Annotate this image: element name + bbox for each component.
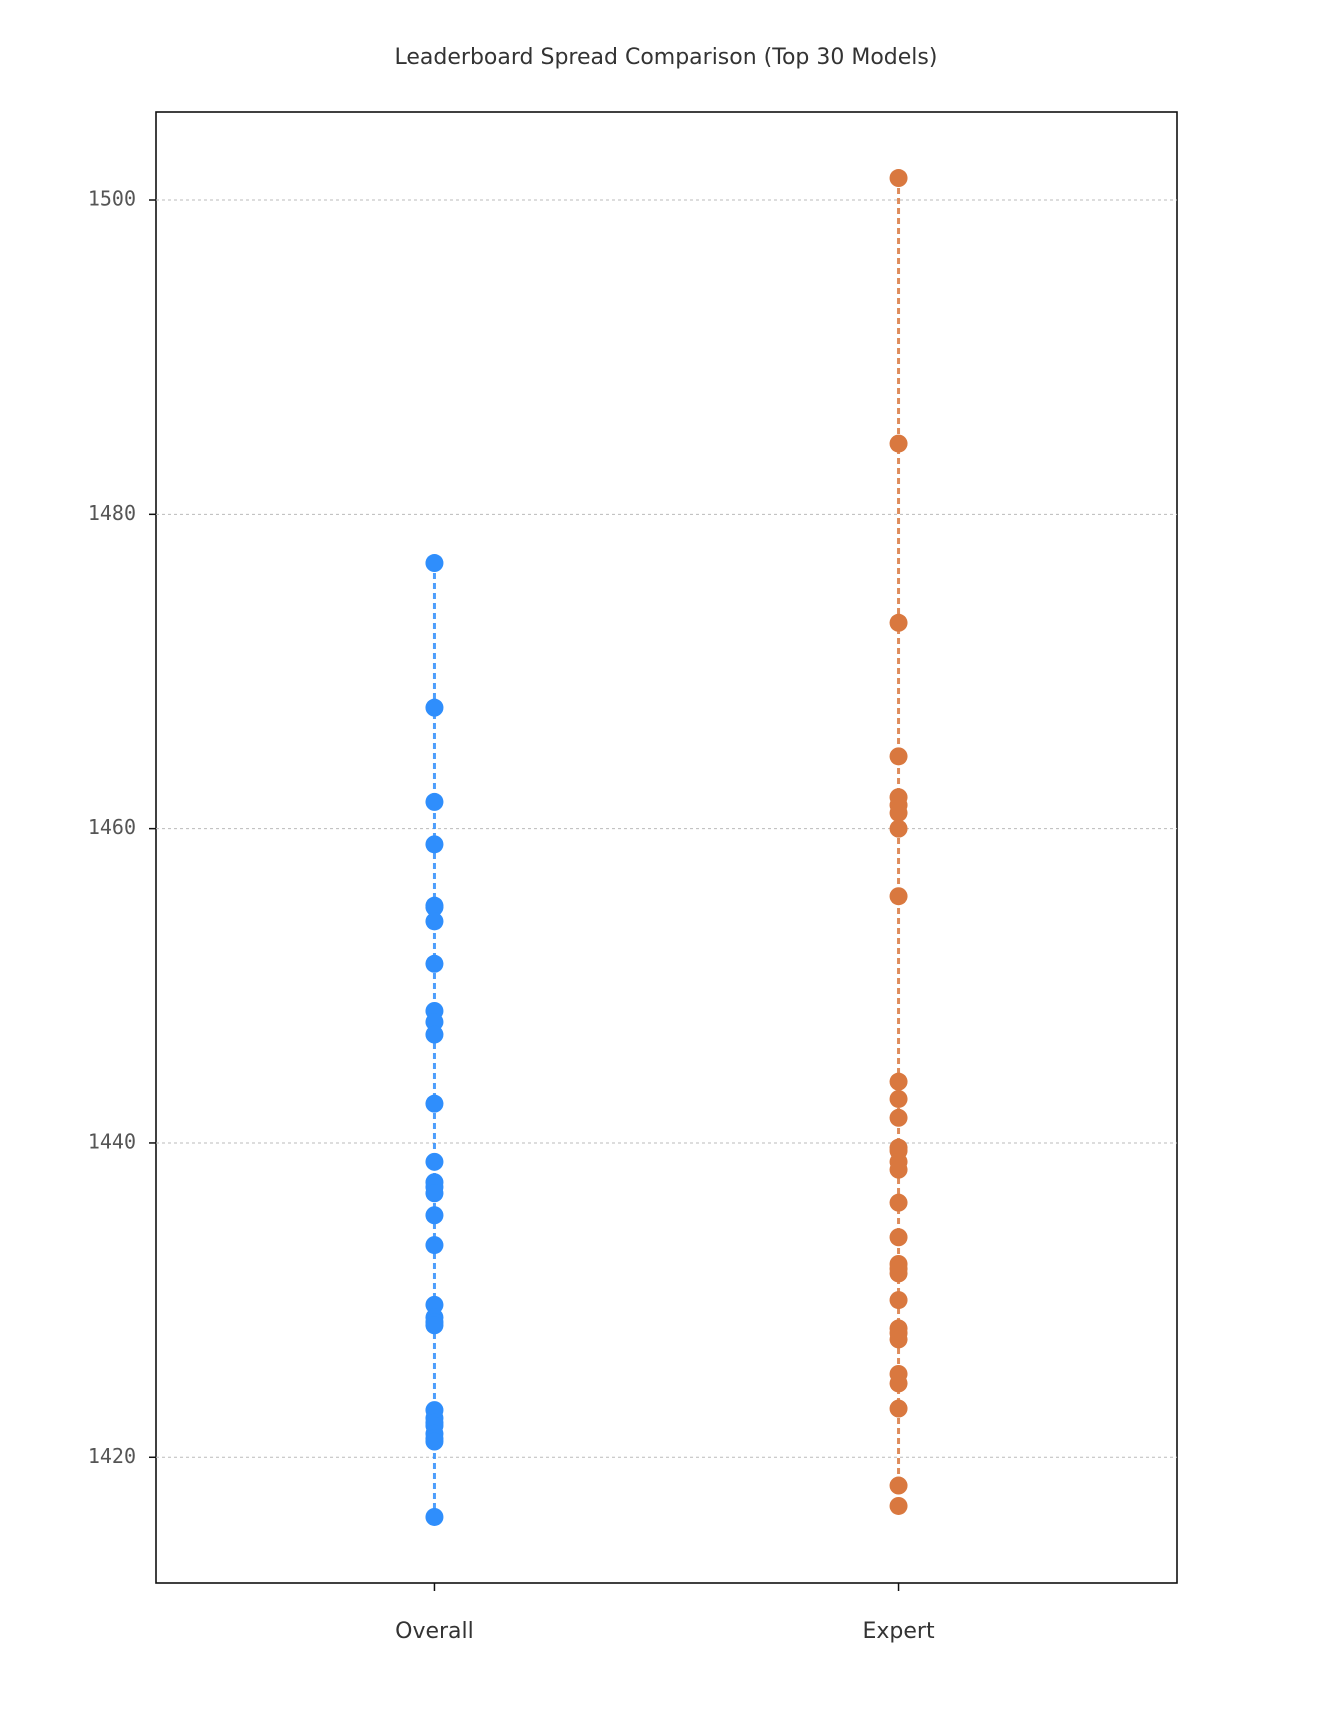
point [889, 1399, 908, 1418]
point [425, 1316, 444, 1335]
point [425, 898, 444, 917]
point [889, 1496, 908, 1515]
point [889, 1108, 908, 1127]
x-tick-label: Expert [862, 1619, 934, 1644]
y-tick-label: 1460 [88, 815, 136, 839]
point [425, 792, 444, 811]
point [425, 954, 444, 973]
point [425, 1236, 444, 1255]
point [889, 1228, 908, 1247]
point [889, 1291, 908, 1310]
point [889, 613, 908, 632]
y-tick-label: 1500 [88, 187, 136, 211]
point [889, 819, 908, 838]
point [425, 1206, 444, 1225]
point [425, 1152, 444, 1171]
point [889, 169, 908, 188]
y-tick-label: 1480 [88, 501, 136, 525]
point [425, 1184, 444, 1203]
point [425, 554, 444, 573]
point [889, 1374, 908, 1393]
point [889, 747, 908, 766]
point [425, 1094, 444, 1113]
y-tick-label: 1420 [88, 1444, 136, 1468]
point [889, 887, 908, 906]
point [425, 1012, 444, 1031]
point [889, 803, 908, 822]
point [889, 1089, 908, 1108]
point [889, 1330, 908, 1349]
point [889, 1264, 908, 1283]
point [889, 1072, 908, 1091]
point [425, 1295, 444, 1314]
chart-title: Leaderboard Spread Comparison (Top 30 Mo… [395, 45, 938, 70]
point [889, 1476, 908, 1495]
y-tick-label: 1440 [88, 1129, 136, 1153]
point [889, 434, 908, 453]
point [889, 1193, 908, 1212]
x-tick-label: Overall [395, 1619, 474, 1644]
point [425, 1025, 444, 1044]
point [425, 912, 444, 931]
point [425, 835, 444, 854]
plot-frame [155, 111, 1178, 1584]
point [889, 1160, 908, 1179]
point [425, 1507, 444, 1526]
point [425, 1432, 444, 1451]
point [425, 698, 444, 717]
